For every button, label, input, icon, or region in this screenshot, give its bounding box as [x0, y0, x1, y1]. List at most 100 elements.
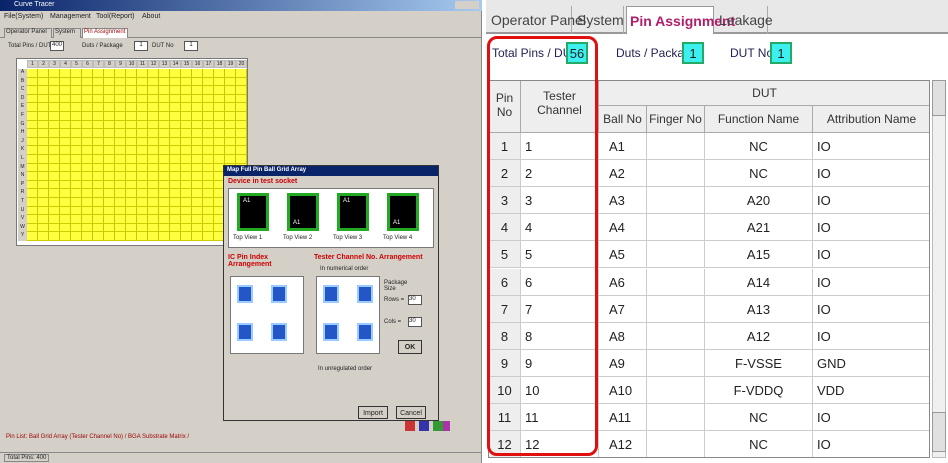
- table-cell[interactable]: A20: [705, 187, 813, 215]
- table-cell[interactable]: IO: [813, 187, 929, 215]
- field-value[interactable]: 56: [566, 42, 588, 64]
- scroll-up[interactable]: [932, 80, 946, 116]
- chip-view[interactable]: A1: [337, 193, 369, 231]
- menu-item[interactable]: About: [142, 13, 161, 20]
- table-cell[interactable]: [647, 268, 705, 296]
- table-cell[interactable]: IO: [813, 323, 929, 350]
- table-cell[interactable]: IO: [813, 214, 929, 242]
- table-cell[interactable]: A4: [599, 214, 647, 242]
- table-cell[interactable]: A9: [599, 349, 647, 377]
- field-value[interactable]: 1: [770, 42, 792, 64]
- table-cell[interactable]: A1: [599, 133, 647, 161]
- table-cell[interactable]: GND: [813, 350, 929, 377]
- table-cell[interactable]: [647, 241, 705, 269]
- table-cell[interactable]: A6: [599, 268, 647, 296]
- field-label: DUT No: [152, 43, 174, 49]
- table-cell[interactable]: 12: [521, 431, 599, 457]
- table-cell[interactable]: A8: [599, 322, 647, 350]
- table-cell[interactable]: A3: [599, 187, 647, 215]
- table-cell[interactable]: VDD: [813, 377, 929, 404]
- tab[interactable]: Pin Assignment: [626, 6, 735, 34]
- tab[interactable]: System: [574, 6, 624, 34]
- table-cell[interactable]: 9: [521, 349, 599, 377]
- cancel-button[interactable]: Cancel: [396, 406, 426, 419]
- grid-row-cells: [27, 180, 247, 190]
- table-cell[interactable]: 5: [521, 241, 599, 269]
- field-value[interactable]: 1: [682, 42, 704, 64]
- table-cell[interactable]: A7: [599, 295, 647, 323]
- chip-view[interactable]: A1: [237, 193, 269, 231]
- table-cell[interactable]: [647, 322, 705, 350]
- pin-number: 11: [489, 404, 521, 432]
- tab[interactable]: Operator Panel: [4, 28, 52, 38]
- grid-row-header: N: [18, 172, 27, 181]
- table-cell[interactable]: IO: [813, 241, 929, 269]
- column-header: Attribution Name: [813, 106, 929, 133]
- table-cell[interactable]: NC: [705, 160, 813, 188]
- import-button[interactable]: Import: [358, 406, 388, 419]
- table-cell[interactable]: 11: [521, 404, 599, 432]
- tab-strip: [486, 0, 948, 34]
- scroll-down[interactable]: [932, 412, 946, 452]
- table-cell[interactable]: A12: [599, 431, 647, 457]
- chip-view[interactable]: A1: [387, 193, 419, 231]
- table-cell[interactable]: A12: [705, 322, 813, 350]
- size-input[interactable]: 30: [408, 317, 422, 327]
- table-cell[interactable]: 4: [521, 214, 599, 242]
- sheet-tabs[interactable]: Pin List: Ball Grid Array (Tester Channe…: [6, 434, 190, 440]
- tab[interactable]: Operator Panel: [488, 6, 586, 34]
- table-cell[interactable]: 10: [521, 376, 599, 404]
- table-cell[interactable]: A14: [705, 268, 813, 296]
- table-cell[interactable]: A10: [599, 376, 647, 404]
- table-cell[interactable]: F-VSSE: [705, 349, 813, 377]
- table-cell[interactable]: IO: [813, 133, 929, 161]
- table-cell[interactable]: A21: [705, 214, 813, 242]
- table-cell[interactable]: A11: [599, 404, 647, 432]
- table-cell[interactable]: [647, 349, 705, 377]
- table-cell[interactable]: [647, 295, 705, 323]
- table-cell[interactable]: NC: [705, 404, 813, 432]
- grid-row-cells: [27, 137, 247, 147]
- table-cell[interactable]: 1: [521, 133, 599, 161]
- tab[interactable]: System: [53, 28, 81, 38]
- grid-row-header: W: [18, 223, 27, 233]
- menu-item[interactable]: Tool(Report): [96, 13, 135, 20]
- table-cell[interactable]: 8: [521, 322, 599, 350]
- table-cell[interactable]: [647, 214, 705, 242]
- table-cell[interactable]: [647, 160, 705, 188]
- ok-button[interactable]: OK: [398, 340, 422, 354]
- tab[interactable]: Leakage: [716, 6, 773, 34]
- table-cell[interactable]: IO: [813, 269, 929, 296]
- grid-row-header: K: [18, 146, 27, 155]
- table-cell[interactable]: NC: [705, 431, 813, 457]
- table-cell[interactable]: [647, 431, 705, 457]
- view-label: Top View 2: [283, 235, 313, 241]
- grid-row-cells: [27, 223, 247, 233]
- grid-row-cells: [27, 129, 247, 138]
- table-cell[interactable]: [647, 376, 705, 404]
- menu-item[interactable]: Management: [50, 13, 91, 20]
- menu-item[interactable]: File(System): [4, 13, 44, 20]
- table-cell[interactable]: F-VDDQ: [705, 376, 813, 404]
- table-cell[interactable]: [647, 187, 705, 215]
- table-cell[interactable]: A5: [599, 241, 647, 269]
- table-cell[interactable]: 7: [521, 295, 599, 323]
- chip-view[interactable]: A1: [287, 193, 319, 231]
- table-cell[interactable]: A15: [705, 241, 813, 269]
- table-cell[interactable]: A13: [705, 295, 813, 323]
- table-cell[interactable]: IO: [813, 296, 929, 323]
- table-cell[interactable]: [647, 404, 705, 432]
- table-cell[interactable]: IO: [813, 431, 929, 457]
- table-cell[interactable]: A2: [599, 160, 647, 188]
- title-bar: [0, 0, 482, 11]
- table-cell[interactable]: IO: [813, 160, 929, 188]
- table-cell[interactable]: [647, 133, 705, 161]
- table-cell[interactable]: NC: [705, 133, 813, 161]
- table-cell[interactable]: 3: [521, 187, 599, 215]
- table-cell[interactable]: IO: [813, 404, 929, 432]
- grid-row-cells: [27, 198, 247, 207]
- table-cell[interactable]: 2: [521, 160, 599, 188]
- size-input[interactable]: 30: [408, 295, 422, 305]
- tab[interactable]: Pin Assignment: [82, 28, 128, 38]
- table-cell[interactable]: 6: [521, 268, 599, 296]
